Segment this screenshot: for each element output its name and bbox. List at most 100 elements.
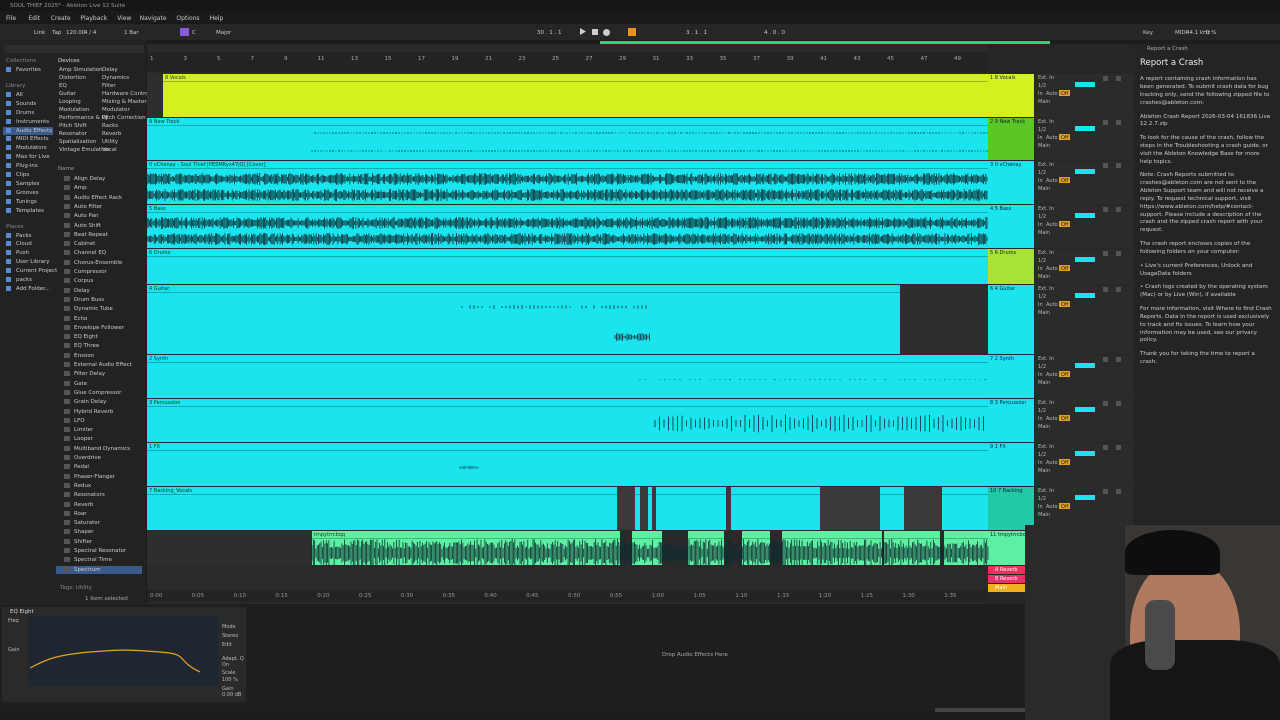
- device-category[interactable]: Filter: [102, 83, 116, 89]
- io-label[interactable]: In: [1038, 302, 1043, 308]
- device-name[interactable]: Channel EQ: [74, 250, 107, 257]
- io-label[interactable]: 1/2: [1038, 214, 1047, 220]
- device-name[interactable]: EQ Three: [74, 343, 100, 350]
- track-name[interactable]: 4 5 Bass: [990, 206, 1012, 212]
- io-label[interactable]: Off: [1061, 416, 1069, 422]
- io-label[interactable]: Main: [1038, 274, 1050, 280]
- io-label[interactable]: Ext. In: [1038, 119, 1054, 125]
- browser-item[interactable]: Current Project: [16, 268, 58, 275]
- device-name[interactable]: Overdrive: [74, 455, 102, 461]
- device-category[interactable]: Hardware Control: [102, 91, 151, 97]
- track-header[interactable]: [988, 74, 1034, 117]
- browser-item[interactable]: Grooves: [16, 189, 39, 196]
- control-label[interactable]: Major: [216, 30, 232, 36]
- device-category[interactable]: Mixing & Mastering: [102, 99, 156, 105]
- browser-item[interactable]: MIDI Effects: [16, 136, 49, 143]
- io-label[interactable]: Auto: [1046, 91, 1058, 97]
- menu-item[interactable]: Options: [176, 15, 200, 22]
- return-name[interactable]: Main: [995, 585, 1007, 591]
- device-name[interactable]: Roar: [74, 510, 87, 517]
- device-name[interactable]: Cabinet: [74, 241, 96, 248]
- device-category[interactable]: Reverb: [102, 131, 122, 137]
- browser-item[interactable]: All: [16, 91, 23, 98]
- return-name[interactable]: A Reverb: [995, 567, 1018, 573]
- browser-item[interactable]: Instruments: [16, 118, 50, 125]
- io-label[interactable]: Main: [1038, 310, 1050, 316]
- device-name[interactable]: Spectral Time: [74, 557, 112, 564]
- device-category[interactable]: Resonator: [59, 131, 87, 137]
- device-name[interactable]: Corpus: [74, 278, 94, 285]
- clip[interactable]: [163, 74, 988, 117]
- io-label[interactable]: In: [1038, 178, 1043, 184]
- menu-item[interactable]: View: [117, 15, 132, 22]
- menu-item[interactable]: Help: [209, 15, 224, 22]
- device-name[interactable]: EQ Eight: [74, 334, 98, 341]
- track-header[interactable]: [988, 399, 1034, 442]
- io-label[interactable]: Main: [1038, 143, 1050, 149]
- device-name[interactable]: Chorus-Ensemble: [74, 259, 123, 266]
- device-name[interactable]: Align Delay: [74, 176, 106, 182]
- io-label[interactable]: 1/2: [1038, 83, 1047, 89]
- browser-item[interactable]: Samples: [16, 180, 40, 187]
- device-name[interactable]: Reverb: [74, 501, 94, 508]
- browser-item[interactable]: User Library: [16, 259, 50, 266]
- io-label[interactable]: Auto: [1046, 416, 1058, 422]
- io-label[interactable]: Auto: [1046, 460, 1058, 466]
- menu-item[interactable]: Create: [50, 15, 71, 22]
- menu-item[interactable]: Playback: [80, 15, 108, 22]
- clip[interactable]: [147, 249, 988, 284]
- io-label[interactable]: Off: [1061, 460, 1069, 466]
- io-label[interactable]: Ext. In: [1038, 250, 1054, 256]
- device-category[interactable]: Modulator: [102, 107, 130, 113]
- track-header[interactable]: [988, 487, 1034, 530]
- control-label[interactable]: Link: [34, 30, 46, 36]
- device-name[interactable]: Dynamic Tube: [74, 306, 113, 313]
- device-name[interactable]: Phaser-Flanger: [74, 473, 116, 480]
- device-name[interactable]: Pedal: [74, 464, 89, 471]
- device-name[interactable]: Echo: [74, 315, 88, 322]
- device-name[interactable]: Shaper: [74, 529, 94, 536]
- io-label[interactable]: Off: [1061, 91, 1069, 97]
- io-label[interactable]: 1/2: [1038, 452, 1047, 458]
- track-name[interactable]: 11 tmpytrrcbqq: [990, 532, 1030, 538]
- io-label[interactable]: In: [1038, 266, 1043, 272]
- track-header[interactable]: [988, 249, 1034, 284]
- device-name[interactable]: Spectral Resonator: [74, 548, 127, 554]
- track-name[interactable]: 9 1 FX: [990, 444, 1006, 450]
- device-category[interactable]: Utility: [102, 139, 119, 145]
- io-label[interactable]: Off: [1061, 266, 1069, 272]
- browser-item[interactable]: Add Folder...: [16, 285, 51, 292]
- control-label[interactable]: 120.00: [66, 30, 86, 36]
- io-label[interactable]: In: [1038, 135, 1043, 141]
- control-label[interactable]: 4 / 4: [84, 30, 97, 36]
- device-name[interactable]: LFO: [74, 417, 85, 424]
- io-label[interactable]: Main: [1038, 230, 1050, 236]
- position-display[interactable]: 3 . 1 . 1: [686, 30, 707, 36]
- track-name[interactable]: 8 3 Percussion: [990, 400, 1027, 406]
- io-label[interactable]: Auto: [1046, 302, 1058, 308]
- io-label[interactable]: 1/2: [1038, 408, 1047, 414]
- device-name[interactable]: Amp: [74, 185, 87, 192]
- io-label[interactable]: Ext. In: [1038, 356, 1054, 362]
- io-label[interactable]: Ext. In: [1038, 444, 1054, 450]
- io-label[interactable]: Ext. In: [1038, 206, 1054, 212]
- io-label[interactable]: Ext. In: [1038, 400, 1054, 406]
- device-name[interactable]: Limiter: [74, 427, 94, 434]
- device-category[interactable]: Delay: [102, 67, 118, 73]
- device-category[interactable]: Pitch Shift: [59, 123, 87, 129]
- return-name[interactable]: B Reverb: [995, 576, 1018, 582]
- track-header[interactable]: [988, 355, 1034, 398]
- device-category[interactable]: Pitch Correction: [102, 115, 146, 121]
- io-label[interactable]: 1/2: [1038, 127, 1047, 133]
- io-label[interactable]: Main: [1038, 424, 1050, 430]
- device-name[interactable]: Grain Delay: [74, 399, 107, 406]
- clip[interactable]: [147, 443, 988, 486]
- device-name[interactable]: Auto Filter: [74, 203, 103, 210]
- io-label[interactable]: In: [1038, 460, 1043, 466]
- io-label[interactable]: Ext. In: [1038, 286, 1054, 292]
- device-category[interactable]: EQ: [59, 83, 67, 89]
- browser-item[interactable]: Push: [16, 250, 30, 257]
- track-header[interactable]: [988, 205, 1034, 248]
- io-label[interactable]: In: [1038, 416, 1043, 422]
- track-header[interactable]: [988, 161, 1034, 204]
